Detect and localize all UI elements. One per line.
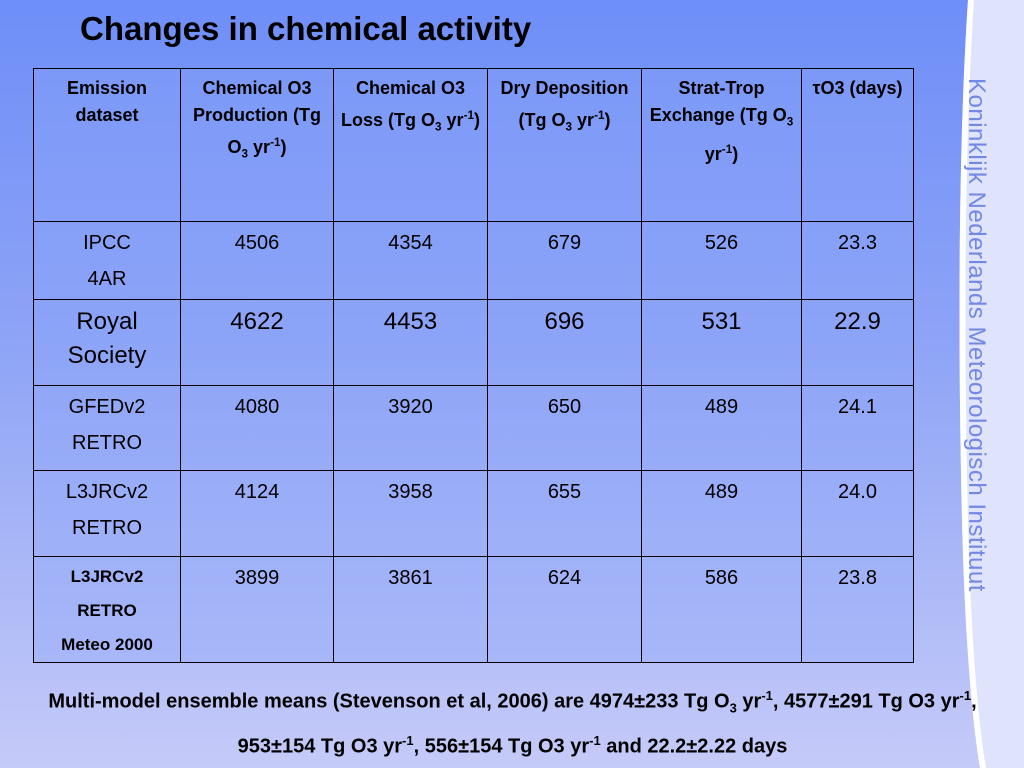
value-cell: 22.9 — [801, 299, 914, 386]
value-cell: 655 — [487, 470, 642, 557]
text-run: ) — [732, 143, 739, 164]
value-cell: 3899 — [180, 556, 334, 663]
value-cell: 586 — [641, 556, 802, 663]
text-run: , 556±154 Tg O3 yr — [413, 735, 590, 758]
text-run: Emission dataset — [66, 78, 148, 125]
row-label-cell: GFEDv2 RETRO — [33, 385, 181, 471]
value-cell: 489 — [641, 385, 802, 471]
text-run: -1 — [270, 136, 281, 149]
text-run: Dry Deposition (Tg O — [500, 78, 629, 130]
row-label-cell: L3JRCv2 RETRO — [33, 470, 181, 557]
row-label-line: 4AR — [87, 268, 127, 290]
value-cell: 4080 — [180, 385, 334, 471]
text-run: -1 — [721, 142, 733, 156]
value-cell: 4453 — [333, 299, 488, 386]
text-run: τO3 (days) — [812, 78, 903, 98]
text-run: ) — [604, 110, 611, 130]
row-label-cell: L3JRCv2 RETRO Meteo 2000 — [33, 556, 181, 663]
table-row: Royal Society 4622 4453 696 531 22.9 — [33, 299, 914, 386]
value-cell: 4506 — [180, 221, 334, 300]
table-row: L3JRCv2 RETRO Meteo 2000 3899 3861 624 586 23.8 — [33, 556, 914, 663]
header-cell: Chemical O3 Production (Tg O3 yr-1) — [180, 68, 334, 222]
text-run: yr — [248, 137, 271, 157]
value-cell: 3861 — [333, 556, 488, 663]
header-cell: τO3 (days) — [801, 68, 914, 222]
data-table: Emission dataset Chemical O3 Production (… — [33, 68, 914, 663]
text-run: 3 — [241, 147, 249, 161]
value-cell: 696 — [487, 299, 642, 386]
text-run: 3 — [729, 700, 737, 716]
value-cell: 24.1 — [801, 385, 914, 471]
row-label-line: RETRO — [72, 432, 142, 454]
value-cell: 23.8 — [801, 556, 914, 663]
row-label-line: L3JRCv2 — [65, 481, 149, 503]
side-text: Koninklijk Nederlands Meteorologisch Ins… — [963, 78, 990, 592]
text-run: yr — [441, 110, 464, 130]
text-run: -1 — [402, 732, 414, 748]
text-run: , 953±154 Tg O3 yr — [237, 690, 977, 758]
text-run: 3 — [435, 120, 442, 134]
row-label-line: Royal — [76, 308, 138, 335]
row-label-cell: IPCC 4AR — [33, 221, 181, 300]
header-row: Emission dataset Chemical O3 Production (… — [33, 68, 914, 222]
header-cell: Chemical O3 Loss (Tg O3 yr-1) — [333, 68, 488, 222]
row-label-line: RETRO — [77, 601, 137, 620]
text-run: -1 — [589, 732, 601, 748]
side-stripe — [959, 0, 986, 768]
row-label-line: RETRO — [72, 517, 142, 539]
value-cell: 3920 — [333, 385, 488, 471]
value-cell: 624 — [487, 556, 642, 663]
footer-note: Multi-model ensemble means (Stevenson et… — [20, 680, 1005, 762]
text-run: Chemical O3 Production (Tg O — [193, 78, 321, 157]
text-run: ) — [473, 110, 480, 130]
row-label-line: Meteo 2000 — [61, 635, 153, 654]
title: Changes in chemical activity — [80, 10, 532, 47]
text-run: -1 — [959, 688, 972, 703]
value-cell: 4124 — [180, 470, 334, 557]
row-label-line: L3JRCv2 — [70, 567, 144, 586]
value-cell: 4354 — [333, 221, 488, 300]
value-cell: 679 — [487, 221, 642, 300]
table-row: L3JRCv2 RETRO 4124 3958 655 489 24.0 — [33, 470, 914, 557]
text-run: Chemical O3 Loss (Tg O — [341, 78, 466, 130]
row-label-line: Society — [67, 342, 147, 369]
value-cell: 650 — [487, 385, 642, 471]
text-run: and 22.2±2.22 days — [600, 735, 788, 758]
row-label-cell: Royal Society — [33, 299, 181, 386]
header-cell: Dry Deposition (Tg O3 yr-1) — [487, 68, 642, 222]
row-label-line: GFEDv2 — [68, 396, 146, 418]
text-run: Strat-Trop Exchange (Tg O — [649, 78, 787, 125]
value-cell: 23.3 — [801, 221, 914, 300]
value-cell: 489 — [641, 470, 802, 557]
header-cell: Strat-Trop Exchange (Tg O3 yr-1) — [641, 68, 802, 222]
value-cell: 3958 — [333, 470, 488, 557]
table-row: IPCC 4AR 4506 4354 679 526 23.3 — [33, 221, 914, 300]
text-run: yr — [572, 110, 595, 130]
text-run: yr — [736, 690, 762, 713]
header-cell: Emission dataset — [33, 68, 181, 222]
text-run: , 4577±291 Tg O3 yr — [772, 690, 960, 713]
text-run: ) — [280, 137, 287, 157]
row-label-line: IPCC — [83, 232, 131, 254]
text-run: 3 — [786, 115, 794, 129]
text-run: yr — [704, 143, 722, 164]
side-band — [959, 0, 1024, 768]
value-cell: 4622 — [180, 299, 334, 386]
text-run: -1 — [761, 688, 773, 703]
text-run: -1 — [463, 109, 474, 122]
text-run: Multi-model ensemble means (Stevenson et… — [48, 690, 730, 713]
table-row: GFEDv2 RETRO 4080 3920 650 489 24.1 — [33, 385, 914, 471]
value-cell: 531 — [641, 299, 802, 386]
value-cell: 526 — [641, 221, 802, 300]
text-run: 3 — [565, 120, 573, 134]
value-cell: 24.0 — [801, 470, 914, 557]
text-run: -1 — [594, 109, 605, 122]
